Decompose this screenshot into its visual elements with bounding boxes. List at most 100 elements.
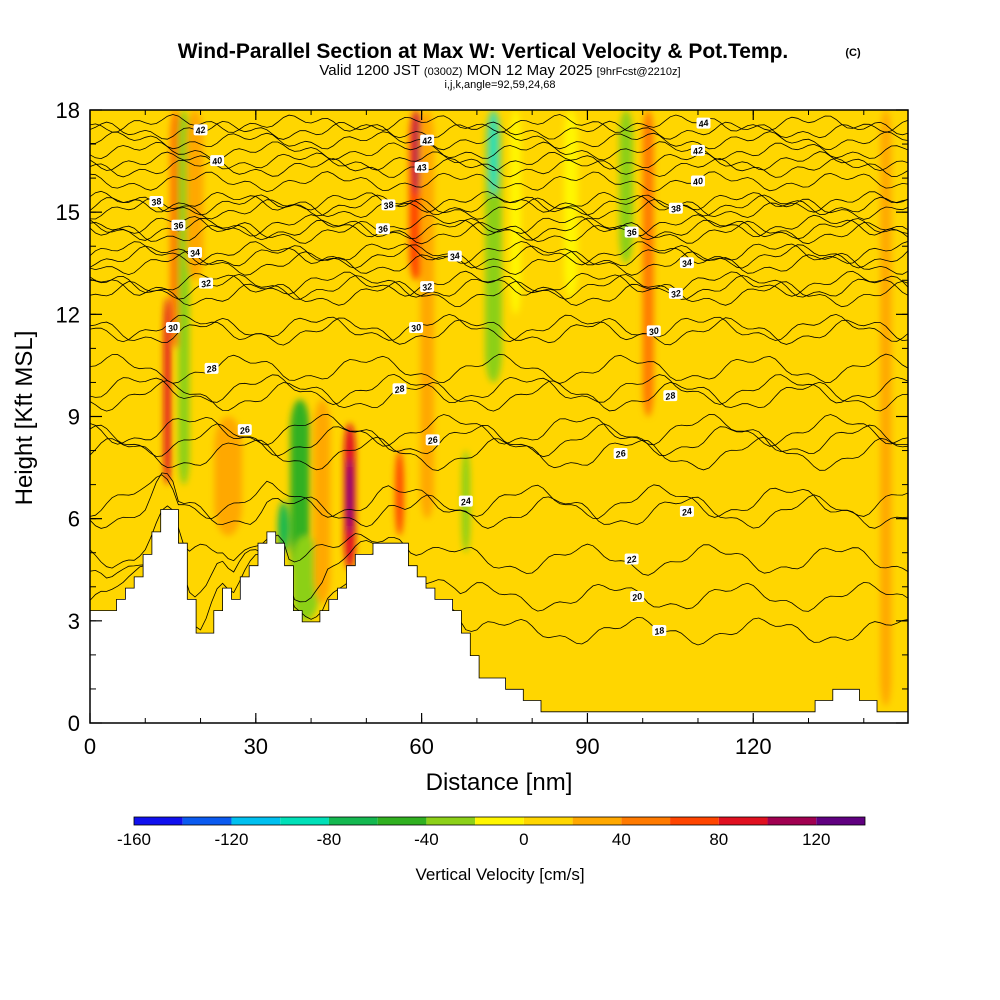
theta-contour-line (90, 241, 908, 266)
theta-contour-line (90, 270, 908, 297)
theta-label-43: 43 (414, 161, 429, 174)
theta-label-28: 28 (392, 383, 407, 395)
theta-contour-line (90, 551, 908, 646)
theta-label-18: 18 (652, 625, 667, 637)
colorbar-swatch (767, 817, 817, 825)
theta-label-38: 38 (149, 195, 164, 208)
theta-label-28: 28 (204, 362, 219, 375)
theta-contour-line (90, 313, 908, 343)
terrain-mask (89, 509, 909, 724)
colorbar-swatch (182, 817, 232, 825)
valid-date: MON 12 May 2025 (467, 62, 593, 79)
theta-label-30: 30 (165, 321, 180, 334)
theta-label-30: 30 (646, 325, 661, 337)
velocity-plume-10 (347, 457, 353, 536)
theta-label-32: 32 (668, 287, 683, 300)
theta-label-26: 26 (425, 434, 440, 446)
y-tick-label: 15 (56, 200, 80, 225)
theta-contour-line (90, 280, 908, 308)
theta-contour-line (90, 413, 908, 447)
theta-label-40: 40 (690, 175, 705, 188)
colorbar-tick-label: -80 (317, 830, 342, 849)
forecast-tag: [9hrFcst@2210z] (597, 66, 681, 78)
colorbar-tick-label: -120 (214, 830, 248, 849)
theta-contour-line (90, 474, 908, 520)
theta-label-34: 34 (679, 257, 694, 269)
svg-text:32: 32 (421, 281, 433, 293)
y-axis-label: Height [Kft MSL] (11, 331, 38, 506)
colorbar-swatch (134, 817, 183, 825)
theta-label-36: 36 (171, 220, 186, 232)
theta-label-32: 32 (199, 277, 214, 290)
svg-text:32: 32 (670, 288, 682, 300)
colorbar-swatch (572, 817, 622, 825)
theta-contour-line (90, 373, 908, 406)
colorbar-swatch (670, 817, 719, 825)
x-tick-label: 30 (244, 734, 268, 759)
theta-label-38: 38 (381, 199, 396, 211)
theta-contour-line (90, 217, 908, 241)
theta-label-26: 26 (237, 424, 252, 436)
velocity-plume-7 (277, 501, 289, 553)
valid-prefix: Valid 1200 JST (319, 62, 419, 79)
svg-text:26: 26 (614, 448, 628, 460)
svg-text:40: 40 (210, 155, 223, 167)
svg-text:24: 24 (680, 506, 693, 518)
colorbar-swatch (426, 817, 476, 825)
valid-z: (0300Z) (424, 66, 463, 78)
colorbar-swatch (377, 817, 427, 825)
theta-contour-line (90, 535, 908, 612)
y-tick-label: 6 (68, 507, 80, 532)
y-tick-label: 18 (56, 98, 80, 123)
theta-label-36: 36 (624, 226, 639, 239)
velocity-plume-13 (413, 110, 419, 196)
theta-label-28: 28 (663, 390, 678, 402)
colorbar-swatch (816, 817, 865, 825)
theta-label-36: 36 (375, 223, 390, 235)
theta-label-26: 26 (613, 448, 628, 460)
velocity-plume-23 (833, 110, 850, 706)
svg-text:44: 44 (697, 118, 710, 130)
velocity-plume-4 (214, 416, 242, 536)
velocity-plume-15 (485, 110, 502, 383)
svg-text:22: 22 (625, 554, 638, 566)
colorbar: -160 -120 -80 -40 0 40 80 120 (117, 816, 866, 849)
theta-contour-line (90, 353, 908, 384)
theta-contour-line (90, 151, 908, 172)
svg-text:34: 34 (449, 251, 461, 263)
svg-text:42: 42 (194, 125, 207, 137)
chart-title: Wind-Parallel Section at Max W: Vertical… (178, 40, 789, 63)
theta-label-42: 42 (420, 134, 435, 147)
theta-contour-line (90, 380, 908, 412)
theta-contour-line (90, 472, 908, 529)
colorbar-tick-label: 40 (612, 830, 631, 849)
theta-label-42: 42 (193, 124, 208, 137)
velocity-plume-0 (164, 297, 171, 485)
x-tick-label: 120 (735, 734, 772, 759)
x-axis-label: Distance [nm] (426, 769, 573, 796)
theta-contour-line (90, 171, 908, 193)
theta-label-38: 38 (668, 202, 683, 215)
theta-label-42: 42 (690, 144, 705, 157)
svg-text:36: 36 (377, 223, 390, 235)
velocity-plume-19 (619, 110, 634, 264)
colorbar-title: Vertical Velocity [cm/s] (415, 865, 584, 884)
theta-label-34: 34 (188, 247, 203, 259)
colorbar-swatch (718, 817, 768, 825)
theta-contour-line (90, 436, 908, 471)
theta-contour-line (90, 244, 908, 269)
svg-text:26: 26 (426, 434, 440, 446)
colorbar-tick-label: -40 (414, 830, 439, 849)
theta-contour-line (90, 157, 908, 178)
velocity-plume-3 (186, 110, 204, 281)
colorbar-swatch (328, 817, 378, 825)
y-tick-label: 0 (68, 711, 80, 736)
theta-contour-line (90, 197, 908, 220)
colorbar-tick-label: 120 (802, 830, 830, 849)
valid-time-line: Valid 1200 JST (0300Z) MON 12 May 2025 [… (319, 62, 680, 79)
theta-contour-line (90, 120, 908, 140)
velocity-plume-11 (395, 450, 404, 536)
theta-contour-line (90, 141, 908, 161)
